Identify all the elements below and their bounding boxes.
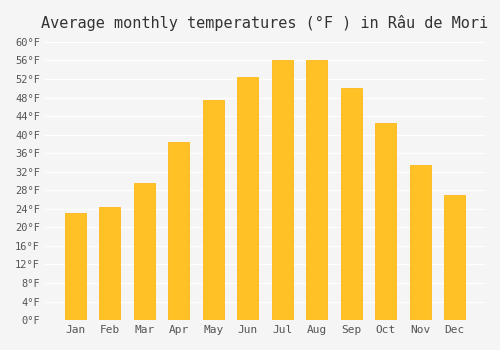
Bar	[306, 61, 327, 320]
Bar	[134, 183, 154, 320]
Bar	[444, 195, 465, 320]
Bar	[168, 142, 189, 320]
Bar	[65, 214, 86, 320]
Bar	[272, 61, 292, 320]
Bar	[203, 100, 224, 320]
Title: Average monthly temperatures (°F ) in Râu de Mori: Average monthly temperatures (°F ) in Râ…	[42, 15, 488, 31]
Bar	[341, 88, 361, 320]
Bar	[376, 123, 396, 320]
Bar	[100, 206, 120, 320]
Bar	[238, 77, 258, 320]
Bar	[410, 165, 430, 320]
